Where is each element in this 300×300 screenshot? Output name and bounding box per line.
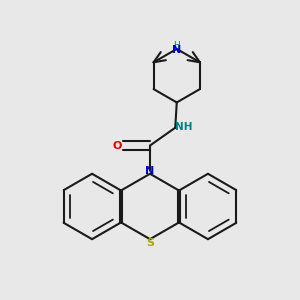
Text: N: N — [172, 45, 182, 55]
Text: O: O — [112, 140, 122, 151]
Text: N: N — [146, 166, 154, 176]
Text: S: S — [146, 238, 154, 248]
Text: NH: NH — [176, 122, 193, 132]
Text: H: H — [173, 41, 180, 50]
